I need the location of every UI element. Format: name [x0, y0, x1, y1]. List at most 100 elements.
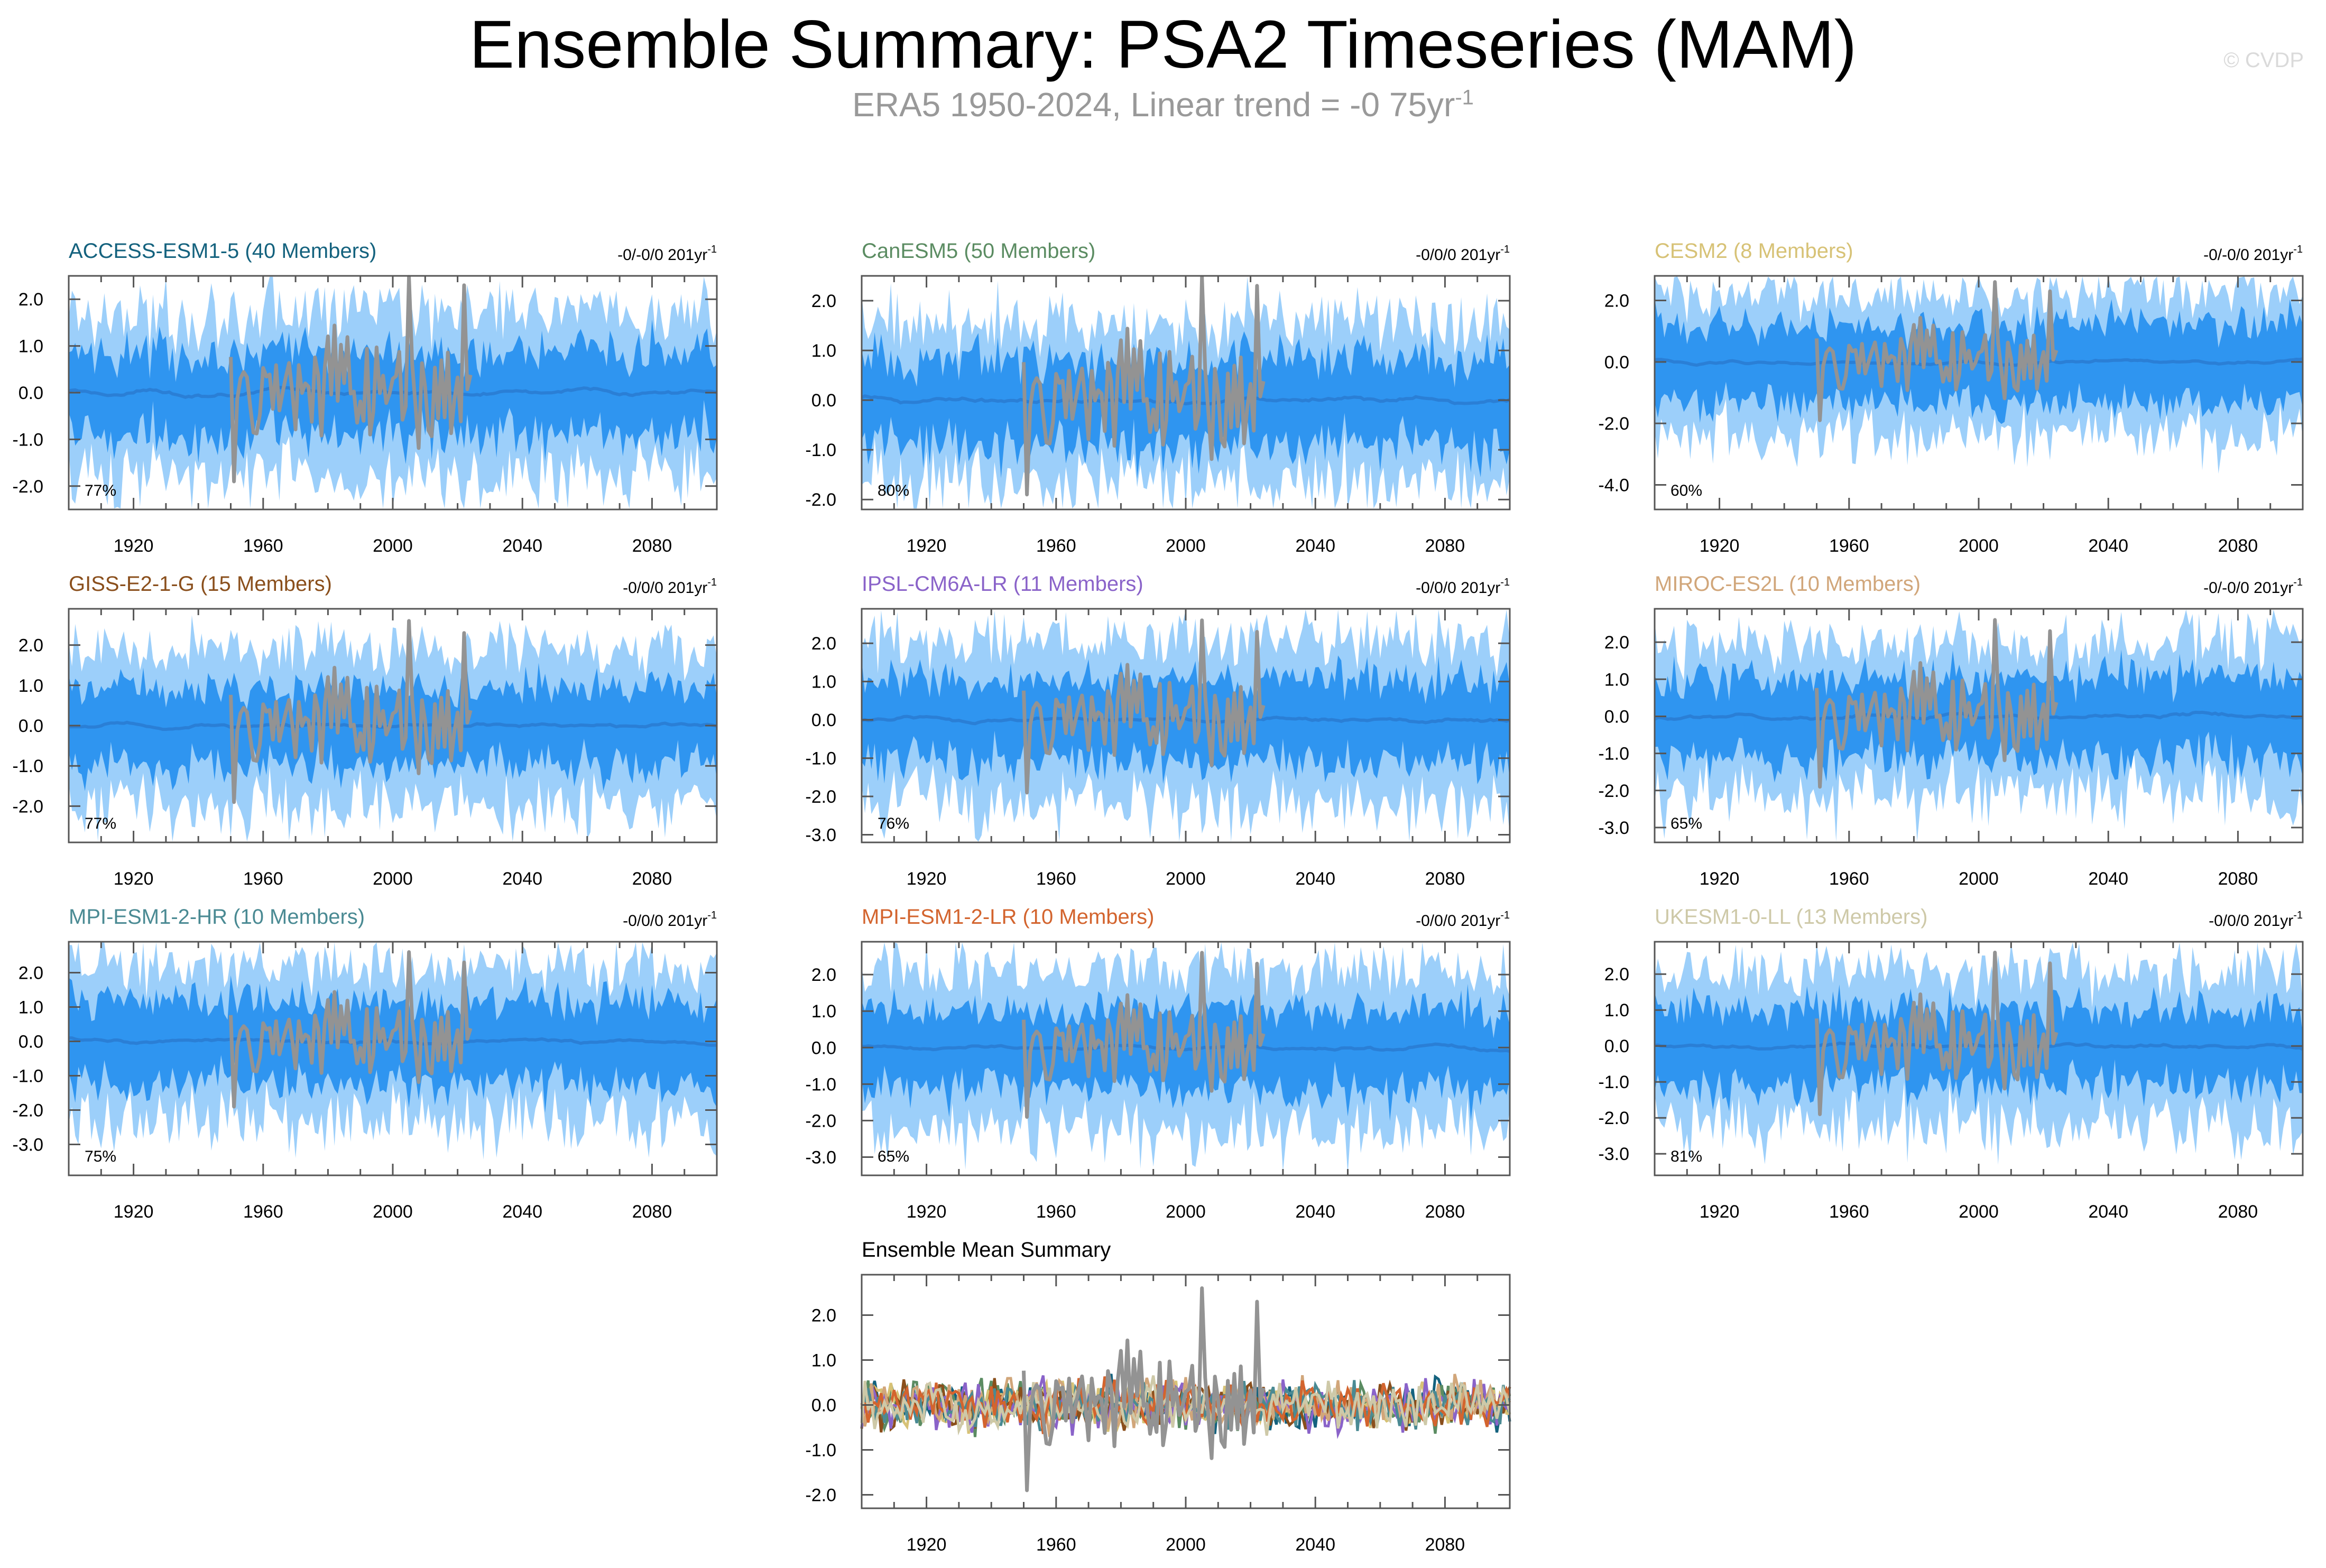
observations-line [1022, 275, 1266, 497]
y-tick-label: -1.0 [1598, 1072, 1629, 1092]
y-tick-label: 0.0 [19, 383, 43, 403]
x-tick-label: 2040 [1295, 1202, 1335, 1222]
trend-label: -0/-0/0 201yr-1 [2203, 244, 2303, 264]
ensemble-mean-line [68, 720, 717, 731]
panel-title: GISS-E2-1-G (15 Members) [69, 572, 332, 596]
y-tick-label: 2.0 [811, 1306, 836, 1326]
y-tick-label: -1.0 [1598, 744, 1629, 764]
x-tick-label: 1920 [907, 1535, 947, 1555]
y-tick-label: 0.0 [811, 1396, 836, 1416]
x-tick-label: 2000 [373, 1202, 413, 1222]
observations-line [229, 950, 473, 1109]
trend-label: -0/0/0 201yr-1 [623, 577, 717, 597]
inner-range-band [1655, 650, 2303, 783]
panel-3: 1920 1960 2000 2040 2080 2.0 0.0 -2.0 -4.0 CESM2 … [1598, 239, 2304, 556]
inner-range-band [862, 655, 1510, 787]
y-tick-label: -2.0 [12, 477, 43, 497]
x-tick-label: 2080 [1425, 869, 1465, 889]
panel-title: MIROC-ES2L (10 Members) [1655, 572, 1921, 596]
y-tick-label: 0.0 [1604, 707, 1629, 727]
x-tick-label: 1920 [114, 536, 154, 556]
x-tick-label: 2040 [1295, 1535, 1335, 1555]
y-tick-label: 0.0 [1604, 352, 1629, 373]
x-tick-label: 1920 [907, 536, 947, 556]
page-subtitle: ERA5 1950-2024, Linear trend = -0 75yr-1 [0, 85, 2326, 125]
y-tick-label: -1.0 [805, 440, 836, 460]
x-tick-label: 2080 [1425, 1202, 1465, 1222]
watermark: © CVDP [2223, 49, 2304, 72]
y-tick-label: -2.0 [805, 787, 836, 807]
observations-line [1815, 950, 2059, 1116]
y-tick-label: -2.0 [12, 1101, 43, 1121]
y-tick-label: 1.0 [811, 672, 836, 692]
y-tick-label: 1.0 [19, 998, 43, 1018]
percent-label: 60% [1670, 482, 1702, 499]
x-tick-label: 1960 [1036, 1202, 1076, 1222]
percent-label: 76% [878, 815, 909, 832]
y-tick-label: -1.0 [805, 749, 836, 769]
x-tick-label: 1920 [1700, 869, 1740, 889]
x-tick-label: 2000 [1166, 1202, 1206, 1222]
x-tick-label: 1960 [1829, 1202, 1869, 1222]
subtitle-text: ERA5 1950-2024, Linear trend = -0 75yr [852, 86, 1455, 124]
x-tick-label: 2040 [502, 536, 542, 556]
x-tick-label: 1960 [243, 536, 283, 556]
panel-1: 1920 1960 2000 2040 2080 2.0 1.0 0.0 -1.0 -2.0 ACC… [12, 239, 718, 556]
page-title: Ensemble Summary: PSA2 Timeseries (MAM) [469, 7, 1857, 82]
percent-label: 81% [1670, 1148, 1702, 1165]
panel-6: 1920 1960 2000 2040 2080 2.0 1.0 0.0 -1.0 -2.0 -3.… [1598, 572, 2304, 889]
y-tick-label: 2.0 [1604, 291, 1629, 311]
y-tick-label: -3.0 [1598, 818, 1629, 838]
x-tick-label: 2040 [1295, 869, 1335, 889]
observations-line [1022, 1286, 1266, 1492]
x-tick-label: 2080 [1425, 536, 1465, 556]
x-tick-label: 1960 [1829, 536, 1869, 556]
percent-label: 77% [85, 482, 116, 499]
y-tick-label: 0.0 [19, 1032, 43, 1052]
panel-2: 1920 1960 2000 2040 2080 2.0 1.0 0.0 -1.0 -2.0 Can… [805, 239, 1511, 556]
percent-label: 75% [85, 1148, 116, 1165]
ensemble-mean-line [861, 1042, 1510, 1053]
trend-label: -0/-0/0 201yr-1 [2203, 577, 2303, 597]
panel-8: 1920 1960 2000 2040 2080 2.0 1.0 0.0 -1.0 -2.0 -3.… [805, 905, 1511, 1222]
x-tick-label: 2000 [1166, 536, 1206, 556]
model-mean-line-9 [860, 1375, 1511, 1436]
panel-9: 1920 1960 2000 2040 2080 2.0 1.0 0.0 -1.0 -2.0 -3.… [1598, 905, 2304, 1222]
y-tick-label: 0.0 [811, 391, 836, 411]
y-tick-label: -1.0 [805, 1074, 836, 1094]
ensemble-mean-line [1654, 357, 2303, 367]
y-tick-label: 2.0 [19, 636, 43, 656]
y-tick-label: -2.0 [1598, 1108, 1629, 1128]
panel-10: 1920 1960 2000 2040 2080 2.0 1.0 0.0 -1.0 -2.0 Ens… [805, 1238, 1511, 1555]
y-tick-label: 0.0 [811, 710, 836, 730]
y-tick-label: -1.0 [12, 756, 43, 776]
y-tick-label: 1.0 [811, 341, 836, 361]
y-tick-label: 2.0 [811, 634, 836, 654]
percent-label: 65% [1670, 815, 1702, 832]
y-tick-label: -1.0 [805, 1441, 836, 1461]
x-tick-label: 2000 [1959, 536, 1999, 556]
x-tick-label: 2000 [373, 536, 413, 556]
panel-7: 1920 1960 2000 2040 2080 2.0 1.0 0.0 -1.0 -2.0 -3.… [12, 905, 718, 1222]
panel-title: ACCESS-ESM1-5 (40 Members) [69, 239, 376, 263]
x-tick-label: 2040 [2088, 1202, 2128, 1222]
trend-label: -0/0/0 201yr-1 [1416, 577, 1510, 597]
y-tick-label: -3.0 [805, 1147, 836, 1167]
x-tick-label: 2000 [1959, 869, 1999, 889]
y-tick-label: 1.0 [811, 1001, 836, 1022]
ensemble-mean-line [1654, 1041, 2304, 1051]
observations-line [229, 275, 473, 484]
x-tick-label: 2080 [2218, 869, 2258, 889]
panel-5: 1920 1960 2000 2040 2080 2.0 1.0 0.0 -1.0 -2.0 -3.… [805, 572, 1511, 889]
ensemble-mean-line [1654, 710, 2303, 721]
x-tick-label: 2080 [1425, 1535, 1465, 1555]
x-tick-label: 2000 [373, 869, 413, 889]
y-tick-label: 0.0 [1604, 1036, 1629, 1056]
x-tick-label: 2000 [1166, 1535, 1206, 1555]
x-tick-label: 1960 [1036, 869, 1076, 889]
trend-label: -0/0/0 201yr-1 [2209, 910, 2303, 930]
x-tick-label: 1920 [907, 869, 947, 889]
y-tick-label: 2.0 [811, 291, 836, 311]
x-tick-label: 2040 [502, 1202, 542, 1222]
subtitle-superscript: -1 [1455, 86, 1474, 109]
